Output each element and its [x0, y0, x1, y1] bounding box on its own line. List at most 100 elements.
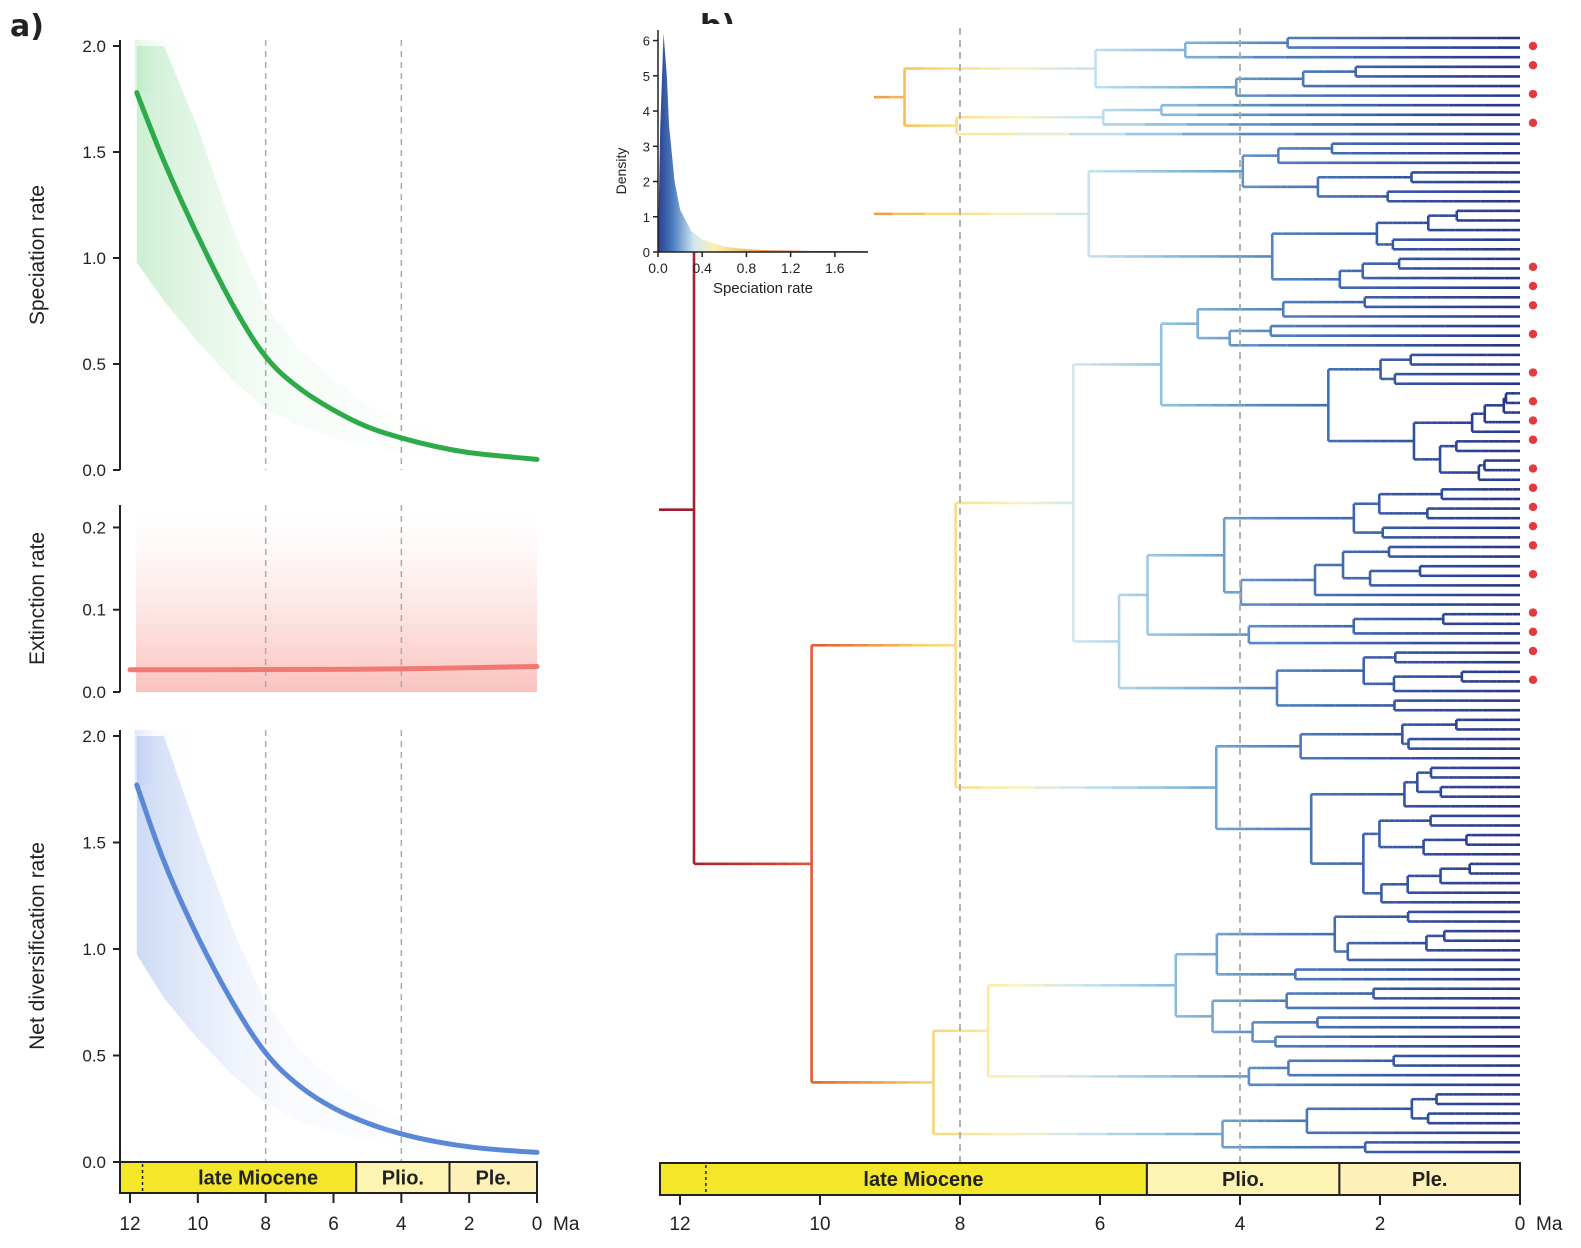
- extinction-uncertainty-band: [136, 515, 537, 692]
- uncertainty-band-top: [134, 730, 205, 785]
- inset-x-tick-label: 0.8: [737, 260, 757, 276]
- x-unit-label: Ma: [1536, 1214, 1563, 1235]
- x-tick-label: 0: [1515, 1214, 1526, 1235]
- tip-marker: [1528, 675, 1538, 685]
- rate-panel-1: 0.0 0.1 0.2 Extinction rate: [26, 505, 540, 702]
- y-tick-label: 1.0: [82, 249, 106, 268]
- x-tick-label: 8: [260, 1214, 271, 1235]
- panel-b: b)late MiocenePlio.Ple.121086420Ma012345…: [613, 9, 1563, 1235]
- tip-marker: [1528, 61, 1538, 70]
- y-axis-label: Speciation rate: [26, 185, 49, 325]
- x-tick-label: 0: [532, 1214, 543, 1235]
- epoch-label: Ple.: [475, 1168, 511, 1190]
- y-tick-label: 0.2: [82, 518, 106, 537]
- y-tick-label: 2.0: [82, 727, 106, 746]
- tip-marker: [1528, 541, 1538, 550]
- inset-y-tick-label: 4: [643, 104, 650, 119]
- rate-panel-0: 0.0 0.5 1.0 1.5 2.0 Speciation rate: [26, 24, 540, 480]
- epoch-box: [119, 1161, 358, 1194]
- x-tick-label: 2: [1375, 1214, 1386, 1235]
- rate-curve: [134, 782, 540, 1155]
- x-tick-label: 12: [119, 1214, 140, 1235]
- epoch-box: [1338, 1162, 1522, 1196]
- x-tick-label: 12: [669, 1214, 690, 1235]
- tip-marker: [1528, 521, 1538, 531]
- y-tick-label: 1.5: [82, 834, 106, 853]
- rate-panel-2: 0.0 0.5 1.0 1.5 2.0 Net diversification rate: [26, 717, 540, 1172]
- phylogeny: [659, 36, 1520, 1154]
- y-tick-label: 1.5: [82, 143, 106, 162]
- tip-marker: [1528, 416, 1538, 425]
- tip-marker: [1528, 435, 1538, 444]
- epoch-bar-b: late Miocene Plio. Ple. 12 10 8 6 4 2 0 Ma: [659, 1162, 1563, 1235]
- inset-y-tick-label: 5: [643, 69, 650, 84]
- tip-marker: [1528, 569, 1538, 579]
- inset-density: 0 1 2 3 4 5 6 0.0 0.4 0.8 1.2 1.6 Speciation rate Den…: [613, 24, 874, 297]
- x-tick-label: 10: [809, 1214, 830, 1235]
- x-tick-label: 4: [396, 1214, 407, 1235]
- uncertainty-band: [136, 24, 538, 465]
- inset-x-tick-label: 0.0: [648, 260, 668, 276]
- x-tick-label: 10: [187, 1214, 208, 1235]
- tip-marker: [1528, 646, 1538, 656]
- inset-y-tick-label: 0: [643, 245, 650, 260]
- inset-x-tick-label: 0.4: [692, 260, 712, 276]
- tip-marker: [1528, 329, 1538, 339]
- tip-marker: [1528, 502, 1538, 512]
- epoch-box: [1145, 1162, 1341, 1196]
- tip-marker: [1528, 483, 1538, 492]
- inset-x-label: Speciation rate: [713, 280, 813, 297]
- x-tick-label: 4: [1235, 1214, 1246, 1235]
- y-tick-label: 0.5: [82, 1047, 106, 1066]
- panel-a-label: a): [10, 9, 44, 44]
- x-tick-label: 6: [328, 1214, 339, 1235]
- inset-y-tick-label: 1: [643, 210, 650, 225]
- epoch-box: [448, 1161, 538, 1194]
- epoch-label: Plio.: [382, 1168, 424, 1190]
- inset-x-tick-label: 1.6: [825, 260, 845, 276]
- uncertainty-band-top: [134, 40, 205, 93]
- epoch-label: late Miocene: [863, 1169, 983, 1191]
- y-tick-label: 0.1: [82, 601, 106, 620]
- y-tick-label: 1.0: [82, 940, 106, 959]
- tip-marker: [1528, 397, 1538, 406]
- tip-marker: [1528, 41, 1538, 51]
- tip-marker: [1528, 627, 1538, 637]
- inset-background: [654, 24, 874, 252]
- rate-curve: [134, 90, 540, 462]
- x-tick-label: 8: [955, 1214, 966, 1235]
- tip-marker: [1528, 608, 1538, 617]
- epoch-bar-a: late Miocene Plio. Ple. 12 10 8 6 4 2 0 Ma: [119, 1161, 580, 1235]
- y-tick-label: 0.0: [82, 683, 106, 702]
- tip-marker: [1528, 464, 1538, 473]
- y-tick-label: 0.0: [82, 461, 106, 480]
- epoch-label: Plio.: [1222, 1169, 1264, 1191]
- inset-y-tick-label: 2: [643, 175, 650, 190]
- y-tick-label: 2.0: [82, 37, 106, 56]
- inset-x-tick-label: 1.2: [781, 260, 801, 276]
- epoch-box: [355, 1161, 451, 1194]
- x-tick-label: 2: [464, 1214, 475, 1235]
- y-tick-label: 0.5: [82, 355, 106, 374]
- epoch-label: Ple.: [1412, 1169, 1448, 1191]
- inset-y-tick-label: 6: [643, 34, 650, 49]
- x-unit-label: Ma: [553, 1214, 580, 1235]
- x-tick-label: 6: [1095, 1214, 1106, 1235]
- epoch-box: [659, 1162, 1148, 1196]
- tip-marker: [1528, 368, 1538, 377]
- density-area: [658, 33, 868, 253]
- inset-y-tick-label: 3: [643, 139, 650, 154]
- uncertainty-band: [136, 717, 538, 1157]
- tip-marker: [1528, 262, 1538, 272]
- tip-marker: [1528, 281, 1538, 291]
- tip-marker: [1528, 89, 1538, 99]
- tip-marker: [1528, 118, 1538, 128]
- y-axis-label: Net diversification rate: [26, 842, 49, 1050]
- y-tick-label: 0.0: [82, 1153, 106, 1172]
- inset-y-label: Density: [613, 148, 629, 195]
- y-axis-label: Extinction rate: [26, 532, 49, 665]
- rate-curve: [127, 663, 540, 673]
